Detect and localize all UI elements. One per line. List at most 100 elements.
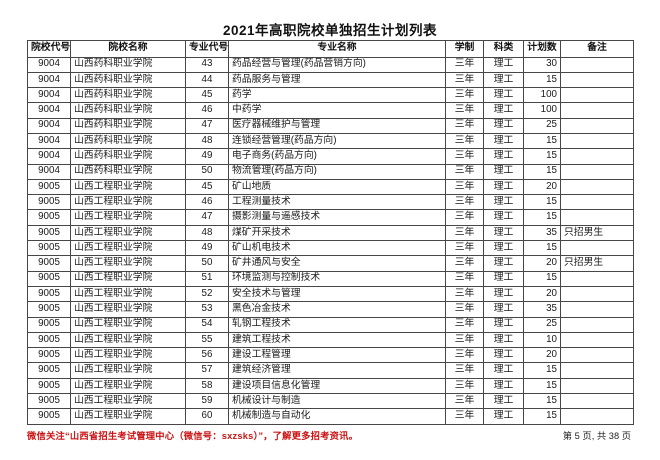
table-cell: 9005: [27, 331, 71, 349]
table-cell: 20: [523, 178, 561, 196]
table-cell: 理工: [483, 408, 524, 425]
table-row: 9004 山西药科职业学院 44 药品服务与管理 三年 理工 15: [27, 71, 634, 89]
table-cell: 山西药科职业学院: [70, 56, 186, 73]
table-cell: 9004: [27, 117, 71, 134]
table-row: 9005 山西工程职业学院 48 煤矿开采技术 三年 理工 35 只招男生: [27, 224, 634, 242]
table-cell: 9004: [27, 132, 71, 150]
table-cell: 15: [523, 393, 561, 410]
table-row: 9005 山西工程职业学院 56 建设工程管理 三年 理工 20: [27, 347, 634, 364]
table-cell: 45: [185, 178, 229, 196]
table-row: 9005 山西工程职业学院 54 轧钢工程技术 三年 理工 25: [27, 316, 634, 333]
table-cell: 建设项目信息化管理: [228, 377, 446, 395]
table-cell: 山西工程职业学院: [70, 270, 186, 287]
table-cell: 理工: [483, 224, 524, 242]
table-cell: 只招男生: [560, 255, 634, 272]
table-cell: 三年: [445, 270, 484, 287]
table-cell: 中药学: [228, 102, 446, 119]
table-row: 9005 山西工程职业学院 50 矿井通风与安全 三年 理工 20 只招男生: [27, 255, 634, 272]
table-cell: 山西工程职业学院: [70, 362, 186, 379]
table-cell: 山西工程职业学院: [70, 301, 186, 318]
column-header: 备注: [560, 40, 634, 58]
table-cell: 15: [523, 71, 561, 89]
table-cell: 矿井通风与安全: [228, 255, 446, 272]
table-cell: 理工: [483, 362, 524, 379]
table-cell: 9005: [27, 393, 71, 410]
table-cell: [560, 377, 634, 395]
table-cell: 9004: [27, 87, 71, 104]
table-cell: 理工: [483, 347, 524, 364]
table-cell: 理工: [483, 209, 524, 226]
table-cell: 9005: [27, 285, 71, 303]
table-header-row: 院校代号 院校名称 专业代号 专业名称 学制 科类 计划数 备注: [27, 40, 634, 58]
table-cell: 三年: [445, 102, 484, 119]
table-cell: 46: [185, 102, 229, 119]
table-cell: 三年: [445, 117, 484, 134]
table-cell: 48: [185, 224, 229, 242]
table-row: 9005 山西工程职业学院 58 建设项目信息化管理 三年 理工 15: [27, 377, 634, 395]
table-cell: 药品服务与管理: [228, 71, 446, 89]
table-cell: 物流管理(药品方向): [228, 163, 446, 180]
table-cell: 建设工程管理: [228, 347, 446, 364]
table-cell: 三年: [445, 87, 484, 104]
table-cell: 25: [523, 117, 561, 134]
table-cell: 建筑工程技术: [228, 331, 446, 349]
table-cell: 47: [185, 209, 229, 226]
table-cell: 理工: [483, 102, 524, 119]
table-cell: 三年: [445, 148, 484, 165]
table-cell: 山西药科职业学院: [70, 87, 186, 104]
table-cell: 医疗器械维护与管理: [228, 117, 446, 134]
table-cell: 9005: [27, 316, 71, 333]
table-row: 9004 山西药科职业学院 47 医疗器械维护与管理 三年 理工 25: [27, 117, 634, 134]
table-body: 9004 山西药科职业学院 43 药品经营与管理(药品营销方向) 三年 理工 30 9004 山…: [27, 56, 634, 425]
table-cell: 三年: [445, 285, 484, 303]
table-cell: 三年: [445, 163, 484, 180]
table-cell: 山西药科职业学院: [70, 117, 186, 134]
table-cell: 9005: [27, 362, 71, 379]
table-cell: 三年: [445, 377, 484, 395]
table-row: 9004 山西药科职业学院 48 连锁经营管理(药品方向) 三年 理工 15: [27, 132, 634, 150]
table-cell: 20: [523, 347, 561, 364]
table-cell: 15: [523, 148, 561, 165]
table-cell: 三年: [445, 132, 484, 150]
table-cell: 山西药科职业学院: [70, 148, 186, 165]
table-cell: 安全技术与管理: [228, 285, 446, 303]
table-cell: 山西工程职业学院: [70, 194, 186, 211]
table-cell: 机械设计与制造: [228, 393, 446, 410]
table-cell: 三年: [445, 347, 484, 364]
table-cell: 9005: [27, 194, 71, 211]
table-cell: 理工: [483, 255, 524, 272]
table-row: 9004 山西药科职业学院 46 中药学 三年 理工 100: [27, 102, 634, 119]
table-cell: [560, 148, 634, 165]
table-cell: 理工: [483, 87, 524, 104]
table-cell: 山西药科职业学院: [70, 163, 186, 180]
table-cell: 理工: [483, 393, 524, 410]
table-cell: 理工: [483, 270, 524, 287]
table-cell: 矿山地质: [228, 178, 446, 196]
table-row: 9005 山西工程职业学院 46 工程测量技术 三年 理工 15: [27, 194, 634, 211]
table-cell: 9004: [27, 148, 71, 165]
table-cell: 三年: [445, 240, 484, 257]
table-cell: 52: [185, 285, 229, 303]
table-cell: 轧钢工程技术: [228, 316, 446, 333]
table-cell: 50: [185, 255, 229, 272]
table-cell: 55: [185, 331, 229, 349]
table-cell: 矿山机电技术: [228, 240, 446, 257]
table-row: 9004 山西药科职业学院 45 药学 三年 理工 100: [27, 87, 634, 104]
table-cell: 43: [185, 56, 229, 73]
table-cell: 15: [523, 362, 561, 379]
table-cell: 100: [523, 87, 561, 104]
table-cell: 工程测量技术: [228, 194, 446, 211]
table-cell: 机械制造与自动化: [228, 408, 446, 425]
table-cell: 理工: [483, 377, 524, 395]
table-row: 9005 山西工程职业学院 55 建筑工程技术 三年 理工 10: [27, 331, 634, 349]
table-cell: 49: [185, 240, 229, 257]
table-cell: 9005: [27, 301, 71, 318]
column-header: 专业代号: [185, 40, 229, 58]
column-header: 学制: [445, 40, 484, 58]
table-cell: 理工: [483, 148, 524, 165]
table-cell: 三年: [445, 316, 484, 333]
table-cell: 摄影测量与遥感技术: [228, 209, 446, 226]
table-cell: 58: [185, 377, 229, 395]
footer: 微信关注“山西省招生考试管理中心（微信号：sxzsks）”，了解更多招考资讯。 …: [27, 428, 633, 442]
